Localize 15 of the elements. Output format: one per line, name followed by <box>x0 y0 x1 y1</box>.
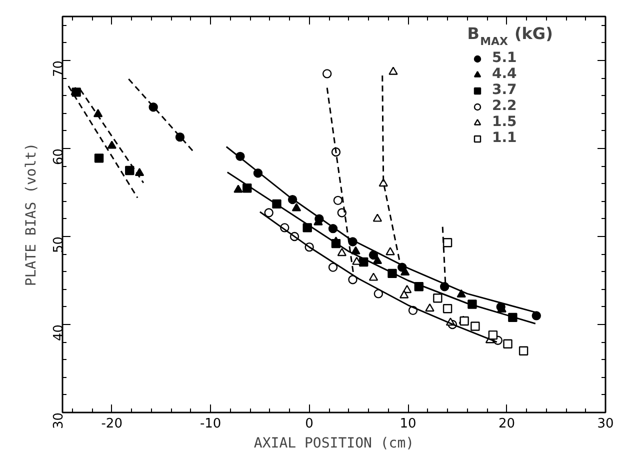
legend-label: 1.1 <box>492 130 517 146</box>
y-axis-title: PLATE BIAS (volt) <box>24 142 40 286</box>
x-tick-label: -20 <box>101 416 122 432</box>
x-tick-label: 20 <box>498 416 516 432</box>
legend-label: 3.7 <box>492 82 517 98</box>
x-tick-label: -10 <box>200 416 222 432</box>
legend-label: 1.5 <box>492 114 517 130</box>
legend-label: 2.2 <box>492 98 517 114</box>
x-tick-label: 30 <box>597 416 614 432</box>
legend-label: 5.1 <box>492 50 517 66</box>
x-tick-label: 10 <box>400 416 416 432</box>
y-tick-label: 40 <box>52 324 66 342</box>
x-tick-label: 0 <box>305 416 314 432</box>
x-axis-title: AXIAL POSITION (cm) <box>254 436 414 452</box>
legend-label: 4.4 <box>492 66 517 82</box>
